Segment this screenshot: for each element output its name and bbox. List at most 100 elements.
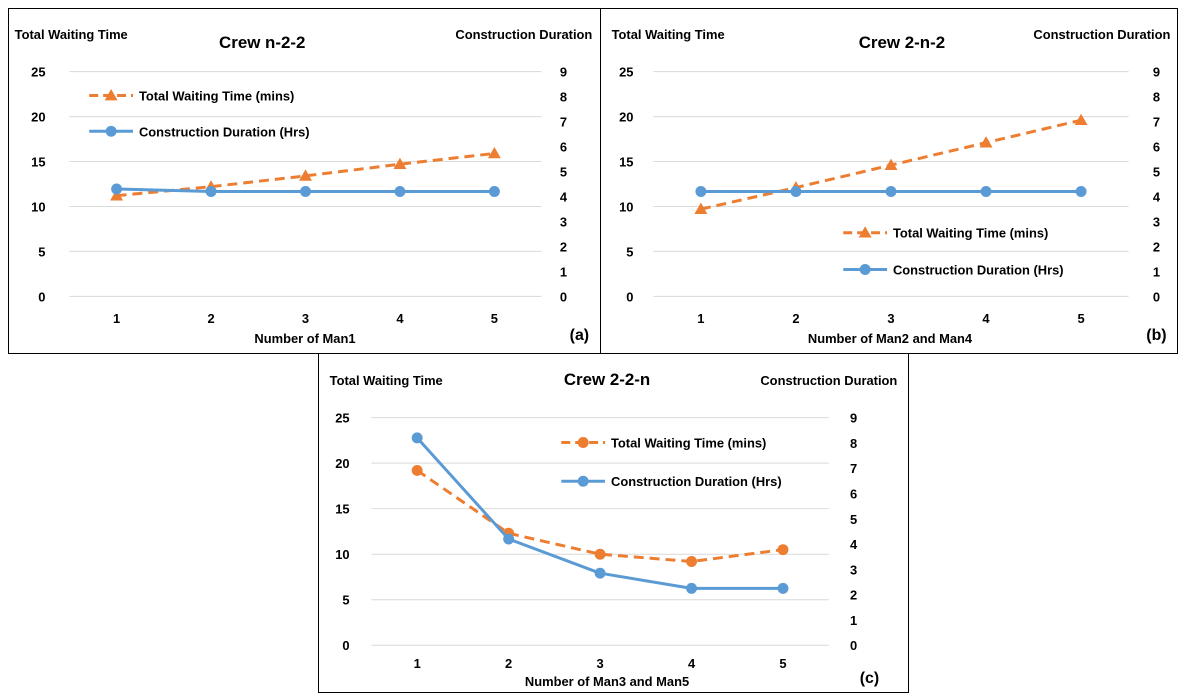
series-duration-point	[300, 186, 311, 197]
y-right-tick-label: 2	[850, 588, 857, 603]
legend-waiting-time-marker	[858, 226, 872, 238]
series-waiting-time-point	[1074, 113, 1088, 126]
chart-panel-b: 0 5 10 15 20 25 0 1 2 3 4 5 6 7 8 9 1 2 3 4 5 Crew 2-n-2 Total…	[600, 8, 1178, 354]
x-tick-label: 1	[414, 656, 421, 671]
x-tick-label: 5	[491, 311, 498, 326]
y-right-tick-label: 5	[850, 512, 857, 527]
series-duration-point	[411, 432, 423, 444]
series-duration-line	[416, 436, 783, 590]
series-duration-point	[686, 582, 698, 594]
chart-title: Crew 2-n-2	[859, 33, 945, 52]
series-duration-point	[695, 186, 707, 197]
y-left-tick-label: 0	[38, 289, 45, 304]
y-left-tick-label: 15	[335, 502, 349, 517]
x-tick-label: 2	[207, 311, 214, 326]
y-right-tick-label: 1	[560, 264, 567, 279]
x-tick-label: 2	[792, 311, 799, 326]
series-waiting-time-point	[393, 157, 407, 170]
legend-duration-marker	[859, 264, 871, 275]
series-duration-point	[394, 186, 406, 197]
x-tick-label: 5	[779, 656, 786, 671]
y-right-tick-label: 3	[560, 214, 567, 229]
legend-waiting-time-label: Total Waiting Time (mins)	[139, 88, 294, 103]
y-left-tick-label: 10	[335, 547, 349, 562]
y-left-tick-label: 20	[619, 110, 633, 125]
series-waiting-time-point	[110, 189, 124, 201]
legend-waiting-time-marker	[104, 89, 118, 101]
x-axis-label: Number of Man3 and Man5	[525, 674, 689, 689]
x-tick-label: 3	[887, 311, 894, 326]
series-waiting-time-point	[694, 202, 708, 214]
y-left-tick-label: 5	[342, 593, 349, 608]
y-right-tick-label: 1	[850, 613, 857, 628]
y-left-tick-label: 10	[31, 199, 45, 214]
y-left-tick-label: 20	[31, 110, 45, 125]
y-left-tick-label: 10	[619, 199, 633, 214]
legend-waiting-time-marker	[577, 437, 589, 448]
legend-duration-label: Construction Duration (Hrs)	[139, 124, 310, 139]
y-right-tick-label: 4	[1153, 189, 1161, 204]
series-waiting-time-point	[686, 556, 698, 567]
x-tick-label: 3	[596, 656, 603, 671]
panel-tag: (c)	[860, 670, 879, 687]
y-right-tick-label: 9	[560, 65, 567, 80]
y-left-tick-label: 0	[626, 289, 633, 304]
x-tick-label: 2	[505, 656, 512, 671]
panel-tag: (a)	[570, 327, 589, 344]
series-duration-point	[503, 533, 515, 545]
y-left-tick-label: 5	[38, 244, 45, 259]
series-duration-point	[594, 567, 606, 579]
y-left-tick-label: 25	[619, 65, 633, 80]
y-right-tick-label: 4	[850, 537, 858, 552]
y-left-tick-label: 0	[342, 638, 349, 653]
series-duration-point	[980, 186, 992, 197]
chart-title: Crew n-2-2	[219, 33, 305, 52]
y-right-tick-label: 9	[850, 411, 857, 426]
series-waiting-time-line	[416, 469, 784, 563]
chart-panel-a: 0 5 10 15 20 25 0 1 2 3 4 5 6 7 8 9 1 2 3 4 5 Crew n-2-2 Total…	[8, 8, 601, 354]
legend-duration-label: Construction Duration (Hrs)	[893, 262, 1064, 277]
y-right-tick-label: 0	[560, 289, 567, 304]
y-right-tick-label: 7	[850, 461, 857, 476]
series-duration-point	[205, 186, 217, 197]
y-left-tick-label: 20	[335, 456, 349, 471]
y-left-axis-label: Total Waiting Time	[15, 27, 128, 42]
y-right-tick-label: 2	[560, 239, 567, 254]
chart-c-svg: 0 5 10 15 20 25 0 1 2 3 4 5 6 7 8 9 1 2 3 4 5 Crew 2-2-n Total…	[330, 370, 898, 689]
y-left-axis-label: Total Waiting Time	[612, 27, 725, 42]
y-right-tick-label: 7	[1153, 115, 1160, 130]
series-waiting-time-point	[979, 136, 993, 148]
series-duration-point	[488, 186, 500, 197]
series-waiting-time-point	[777, 544, 789, 556]
series-duration-point	[111, 183, 123, 195]
y-right-tick-label: 5	[1153, 164, 1160, 179]
y-right-axis-label: Construction Duration	[455, 27, 592, 42]
chart-a-svg: 0 5 10 15 20 25 0 1 2 3 4 5 6 7 8 9 1 2 3 4 5 Crew n-2-2 Total…	[15, 27, 593, 346]
x-tick-label: 1	[697, 311, 704, 326]
legend-waiting-time-label: Total Waiting Time (mins)	[893, 226, 1048, 241]
y-right-tick-label: 8	[850, 436, 857, 451]
x-tick-label: 3	[302, 311, 309, 326]
x-tick-label: 5	[1077, 311, 1084, 326]
y-right-tick-label: 4	[560, 189, 568, 204]
x-tick-label: 1	[113, 311, 120, 326]
y-right-tick-label: 1	[1153, 264, 1160, 279]
y-left-tick-label: 5	[626, 244, 633, 259]
y-right-axis-label: Construction Duration	[1033, 27, 1170, 42]
series-waiting-time-point	[594, 548, 606, 560]
y-right-tick-label: 7	[560, 115, 567, 130]
y-right-tick-label: 0	[850, 638, 857, 653]
panel-tag: (b)	[1146, 327, 1166, 344]
chart-title: Crew 2-2-n	[564, 370, 650, 389]
y-right-tick-label: 8	[1153, 90, 1160, 105]
y-left-tick-label: 15	[619, 154, 633, 169]
y-right-tick-label: 6	[850, 486, 857, 501]
series-duration-point	[790, 186, 802, 197]
y-right-tick-label: 0	[1153, 289, 1160, 304]
y-right-tick-label: 9	[1153, 65, 1160, 80]
y-right-tick-label: 6	[1153, 140, 1160, 155]
y-right-tick-label: 2	[1153, 239, 1160, 254]
chart-b-svg: 0 5 10 15 20 25 0 1 2 3 4 5 6 7 8 9 1 2 3 4 5 Crew 2-n-2 Total…	[612, 27, 1171, 346]
y-right-tick-label: 5	[560, 164, 567, 179]
y-right-tick-label: 3	[850, 562, 857, 577]
